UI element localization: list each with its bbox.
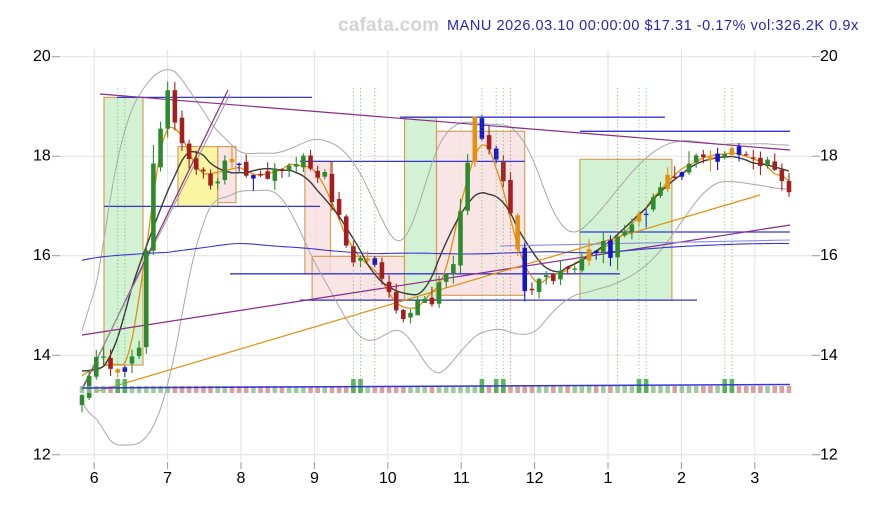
svg-text:18: 18 [33,148,51,165]
svg-text:18: 18 [820,148,838,165]
svg-text:10: 10 [379,470,397,487]
svg-text:12: 12 [820,446,838,463]
svg-text:16: 16 [820,247,838,264]
svg-text:20: 20 [33,48,51,65]
svg-text:6: 6 [90,470,99,487]
svg-text:7: 7 [163,470,172,487]
svg-text:12: 12 [33,446,51,463]
svg-text:11: 11 [453,470,470,487]
svg-text:12: 12 [526,470,544,487]
svg-text:8: 8 [237,470,246,487]
svg-text:2: 2 [677,470,686,487]
svg-text:3: 3 [750,470,759,487]
svg-text:1: 1 [604,470,613,487]
svg-text:9: 9 [310,470,319,487]
svg-text:20: 20 [820,48,838,65]
svg-text:16: 16 [33,247,51,264]
svg-text:14: 14 [820,347,838,364]
svg-text:14: 14 [33,347,51,364]
